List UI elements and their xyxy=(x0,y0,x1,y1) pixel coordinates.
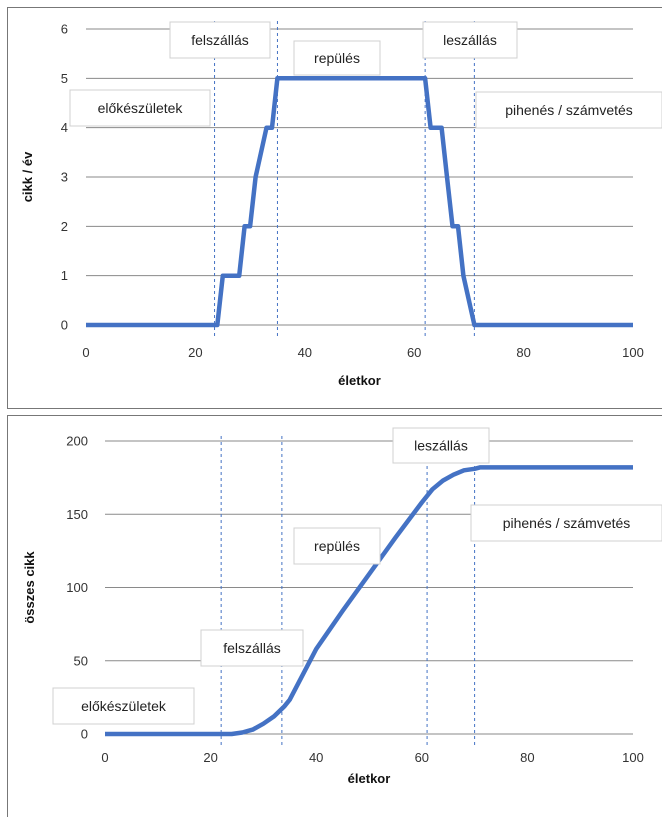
x-tick-label: 80 xyxy=(516,345,530,360)
x-axis-label: életkor xyxy=(348,771,391,786)
phase-label-box xyxy=(392,427,490,464)
y-tick-label: 50 xyxy=(74,653,88,668)
phase-label-box xyxy=(422,21,518,59)
x-tick-label: 100 xyxy=(622,345,644,360)
phase-label-box xyxy=(200,629,304,667)
x-tick-label: 0 xyxy=(82,345,89,360)
x-tick-label: 100 xyxy=(622,750,644,765)
y-tick-label: 6 xyxy=(61,22,68,37)
y-tick-label: 0 xyxy=(81,727,88,742)
phase-label-box xyxy=(169,21,271,59)
y-tick-label: 200 xyxy=(66,434,88,449)
x-tick-label: 40 xyxy=(298,345,312,360)
x-tick-label: 60 xyxy=(415,750,429,765)
y-tick-label: 4 xyxy=(61,120,68,135)
phase-label: leszállás xyxy=(414,438,468,454)
y-tick-label: 2 xyxy=(61,219,68,234)
x-tick-label: 60 xyxy=(407,345,421,360)
phase-label: felszállás xyxy=(223,640,281,656)
phase-label-box xyxy=(293,527,381,565)
chart-panel-annual: 0 1 2 3 4 5 6 0 20 40 60 80 100 életkor cikk / év felsz… xyxy=(7,7,662,409)
chart-panel-cumulative: 0 50 100 150 200 0 20 40 60 80 100 életkor összes ci… xyxy=(7,415,662,817)
phase-label: repülés xyxy=(314,50,360,66)
data-series-line xyxy=(105,465,633,737)
phase-label: repülés xyxy=(314,538,360,554)
x-tick-label: 20 xyxy=(203,750,217,765)
x-axis-label: életkor xyxy=(338,373,381,388)
x-tick-label: 40 xyxy=(309,750,323,765)
phase-label: pihenés / számvetés xyxy=(503,515,631,531)
phase-label: pihenés / számvetés xyxy=(505,102,633,118)
phase-label-box xyxy=(69,89,211,127)
data-series-line xyxy=(86,76,633,328)
phase-label: előkészületek xyxy=(98,100,184,116)
y-tick-label: 3 xyxy=(61,170,68,185)
y-tick-label: 5 xyxy=(61,71,68,86)
x-tick-label: 20 xyxy=(188,345,202,360)
y-tick-label: 0 xyxy=(61,318,68,333)
y-tick-label: 1 xyxy=(61,268,68,283)
y-tick-label: 150 xyxy=(66,507,88,522)
cumulative-articles-chart: 0 50 100 150 200 0 20 40 60 80 100 életkor összes ci… xyxy=(22,427,662,786)
phase-label-box xyxy=(52,687,195,725)
phase-label: leszállás xyxy=(443,32,497,48)
phase-label-box xyxy=(470,504,662,542)
y-axis-label: összes cikk xyxy=(22,551,37,624)
x-tick-label: 0 xyxy=(101,750,108,765)
x-tick-label: 80 xyxy=(520,750,534,765)
phase-label-box xyxy=(475,91,662,129)
phase-label: előkészületek xyxy=(81,698,167,714)
phase-label-box xyxy=(293,40,381,76)
y-axis-label: cikk / év xyxy=(20,151,35,202)
y-tick-label: 100 xyxy=(66,580,88,595)
phase-label: felszállás xyxy=(191,32,249,48)
